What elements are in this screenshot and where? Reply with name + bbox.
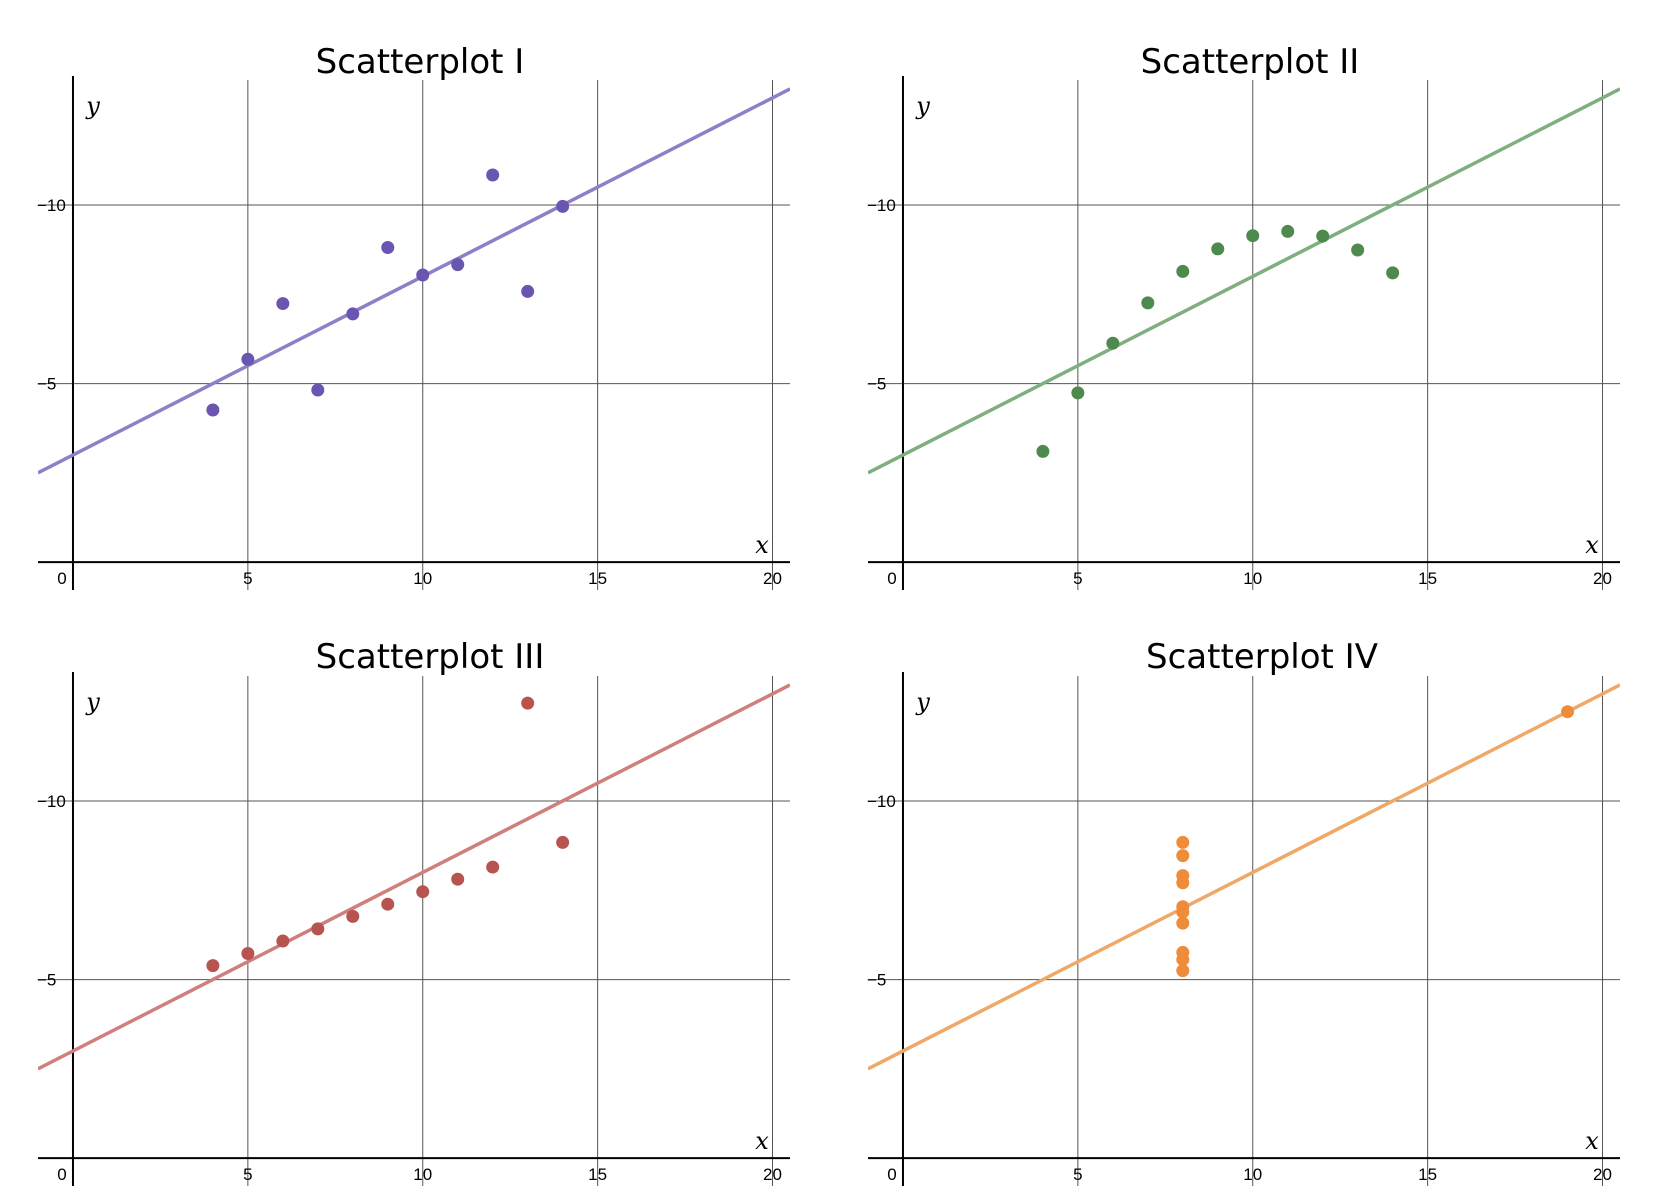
x-tick-label: 10 bbox=[1243, 1165, 1262, 1184]
y-tick-label: −10 bbox=[867, 792, 896, 811]
origin-label: 0 bbox=[887, 569, 896, 588]
y-axis-label: y bbox=[915, 92, 930, 120]
x-tick-label: 5 bbox=[1073, 1165, 1082, 1184]
y-axis-label: y bbox=[915, 688, 930, 716]
data-point bbox=[416, 268, 430, 282]
scatterplot-panel-3: Scatterplot III 5 10 15 20 −5 −10 0 x y bbox=[37, 637, 790, 1186]
y-tick-label: −5 bbox=[37, 971, 56, 990]
data-point bbox=[451, 872, 465, 886]
data-point bbox=[206, 403, 220, 417]
x-tick-label: 20 bbox=[763, 1165, 782, 1184]
chart-title: Scatterplot II bbox=[1141, 42, 1360, 82]
x-tick-label: 5 bbox=[1073, 569, 1082, 588]
x-tick-label: 15 bbox=[588, 569, 607, 588]
data-point bbox=[311, 383, 325, 397]
data-point bbox=[1176, 835, 1190, 849]
x-tick-label: 20 bbox=[763, 569, 782, 588]
data-point bbox=[206, 959, 220, 973]
data-point bbox=[521, 696, 535, 710]
data-point bbox=[1316, 229, 1330, 243]
x-tick-label: 10 bbox=[413, 1165, 432, 1184]
regression-line bbox=[38, 683, 790, 1071]
y-axis-label: y bbox=[85, 688, 100, 716]
regression-line bbox=[38, 87, 790, 475]
chart-title: Scatterplot IV bbox=[1146, 637, 1378, 677]
y-tick-label: −5 bbox=[867, 971, 886, 990]
data-point bbox=[276, 297, 290, 311]
data-point bbox=[1176, 953, 1190, 967]
data-point bbox=[556, 835, 570, 849]
data-point bbox=[1106, 336, 1120, 350]
data-point bbox=[276, 934, 290, 948]
x-tick-label: 10 bbox=[1243, 569, 1262, 588]
x-axis-label: x bbox=[755, 531, 769, 559]
scatterplot-panel-4: Scatterplot IV 5 10 15 20 −5 −10 0 x y bbox=[867, 637, 1620, 1186]
data-point bbox=[1141, 296, 1155, 310]
data-point bbox=[1176, 905, 1190, 919]
x-axis-label: x bbox=[1585, 531, 1599, 559]
x-tick-label: 15 bbox=[588, 1165, 607, 1184]
data-point bbox=[1176, 264, 1190, 278]
data-point bbox=[241, 352, 255, 366]
scatterplot-panel-1: Scatterplot I 5 10 15 20 −5 −10 0 x y bbox=[37, 42, 790, 590]
data-point bbox=[1281, 224, 1295, 238]
data-point bbox=[1246, 229, 1260, 243]
data-point bbox=[486, 860, 500, 874]
origin-label: 0 bbox=[57, 1165, 66, 1184]
y-tick-label: −10 bbox=[37, 792, 66, 811]
data-point bbox=[1176, 849, 1190, 863]
data-point bbox=[1351, 243, 1365, 257]
x-tick-label: 5 bbox=[243, 569, 252, 588]
data-point bbox=[451, 258, 465, 272]
x-tick-label: 15 bbox=[1418, 569, 1437, 588]
y-tick-label: −5 bbox=[867, 375, 886, 394]
x-tick-label: 15 bbox=[1418, 1165, 1437, 1184]
x-tick-label: 5 bbox=[243, 1165, 252, 1184]
data-point bbox=[416, 885, 430, 899]
data-point bbox=[346, 307, 360, 321]
scatterplot-panel-2: Scatterplot II 5 10 15 20 −5 −10 0 x y bbox=[867, 42, 1620, 590]
data-point bbox=[1211, 242, 1225, 256]
regression-line bbox=[868, 683, 1620, 1071]
regression-line bbox=[868, 87, 1620, 475]
data-point bbox=[1561, 705, 1575, 719]
y-tick-label: −10 bbox=[37, 196, 66, 215]
y-axis-label: y bbox=[85, 92, 100, 120]
x-axis-label: x bbox=[755, 1127, 769, 1155]
x-tick-label: 20 bbox=[1593, 1165, 1612, 1184]
data-point bbox=[346, 909, 360, 923]
data-point bbox=[1071, 386, 1085, 400]
chart-title: Scatterplot III bbox=[316, 637, 545, 677]
x-tick-label: 10 bbox=[413, 569, 432, 588]
data-point bbox=[241, 947, 255, 960]
origin-label: 0 bbox=[887, 1165, 896, 1184]
data-point bbox=[1036, 444, 1050, 458]
data-point bbox=[381, 897, 395, 911]
y-tick-label: −5 bbox=[37, 375, 56, 394]
data-point bbox=[1176, 869, 1190, 883]
data-point bbox=[311, 922, 325, 936]
x-axis-label: x bbox=[1585, 1127, 1599, 1155]
data-point bbox=[1176, 964, 1190, 978]
chart-title: Scatterplot I bbox=[316, 42, 525, 82]
data-point bbox=[381, 241, 395, 254]
data-point bbox=[486, 168, 500, 182]
data-point bbox=[521, 284, 535, 298]
origin-label: 0 bbox=[57, 569, 66, 588]
data-point bbox=[1386, 266, 1400, 280]
x-tick-label: 20 bbox=[1593, 569, 1612, 588]
y-tick-label: −10 bbox=[867, 196, 896, 215]
data-point bbox=[556, 199, 570, 213]
data-point bbox=[1176, 916, 1190, 930]
